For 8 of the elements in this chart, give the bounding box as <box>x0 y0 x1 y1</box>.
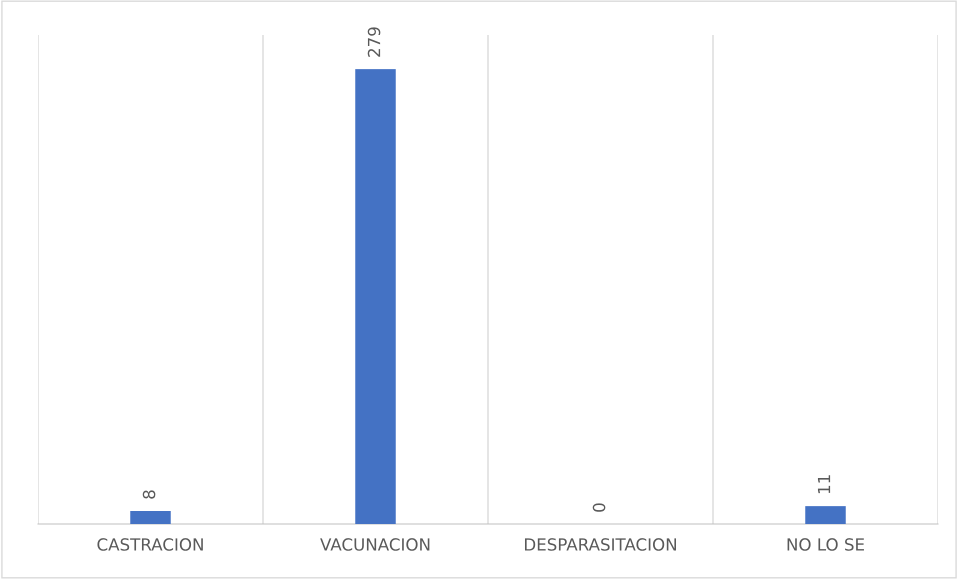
data-label: 279 <box>368 27 380 57</box>
x-tick-label: CASTRACION <box>97 538 203 551</box>
data-label: 8 <box>142 490 156 499</box>
x-tick-label: NO LO SE <box>788 538 864 551</box>
data-label: 0 <box>592 503 606 512</box>
data-label: 11 <box>818 475 830 494</box>
x-tick-label: VACUNACION <box>320 538 430 551</box>
x-tick-label: DESPARASITACION <box>524 538 676 551</box>
